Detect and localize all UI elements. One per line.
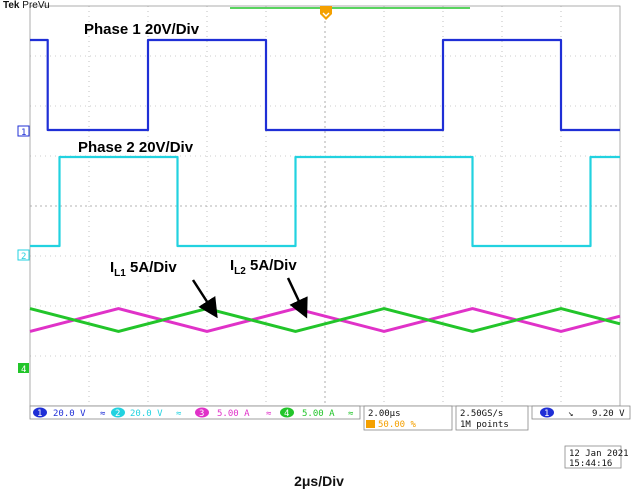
ch1-status-scale: 20.0 V [53, 409, 86, 419]
datetime-box: 12 Jan 2021 15:44:16 [565, 446, 629, 469]
ch2-status-num: 2 [115, 409, 120, 419]
ch2-ground-marker[interactable]: 2 [18, 250, 29, 262]
acquisition-box[interactable]: 2.50GS/s 1M points [456, 406, 528, 430]
mode-label: PreVu [22, 0, 49, 11]
sample-rate-value: 2.50GS/s [460, 409, 503, 419]
il2-rest: 5A/Div [246, 257, 298, 274]
phase2-annotation: Phase 2 20V/Div [78, 139, 194, 156]
trigger-slope-icon: ↘ [568, 409, 573, 419]
il1-rest: 5A/Div [126, 259, 178, 276]
ch1-status-num: 1 [37, 409, 42, 419]
ch2-status-scale: 20.0 V [130, 409, 163, 419]
trigger-pos-icon [366, 420, 375, 428]
phase1-annotation: Phase 1 20V/Div [84, 21, 200, 38]
status-bar: 1 20.0 V ≈ 2 20.0 V ≈ 3 5.00 A ≈ 4 5.00 … [30, 406, 630, 469]
ch4-bw-icon: ≈ [348, 409, 354, 419]
ch2-bw-icon: ≈ [176, 409, 182, 419]
ch1-marker-label: 1 [21, 128, 26, 138]
ch3-bw-icon: ≈ [266, 409, 272, 419]
time-text: 15:44:16 [569, 459, 612, 469]
timebase-box[interactable]: 2.00µs 50.00 % [364, 406, 452, 430]
ch3-status-scale: 5.00 A [217, 409, 250, 419]
record-length-value: 1M points [460, 420, 509, 430]
brand-label: Tek [3, 0, 20, 11]
ch4-status-num: 4 [284, 409, 289, 419]
timebase-value: 2.00µs [368, 409, 401, 419]
trigger-position-value: 50.00 % [378, 420, 417, 430]
ch2-marker-label: 2 [21, 252, 26, 262]
timebase-caption: 2μs/Div [0, 473, 638, 489]
trigger-channel: 1 [544, 409, 549, 419]
trigger-box[interactable]: 1 ↘ 9.20 V [532, 406, 630, 419]
ch1-ground-marker[interactable]: 1 [18, 126, 29, 138]
date-text: 12 Jan 2021 [569, 449, 629, 459]
ch1-bw-icon: ≈ [100, 409, 106, 419]
il2-sub: L2 [234, 266, 246, 277]
scope-header: Tek PreVu [3, 0, 50, 11]
ch3-status-num: 3 [199, 409, 204, 419]
ch4-ground-marker[interactable]: 4 [18, 363, 29, 375]
trigger-level-value: 9.20 V [592, 409, 625, 419]
il1-sub: L1 [114, 268, 126, 279]
ch4-status-scale: 5.00 A [302, 409, 335, 419]
ch4-marker-label: 4 [21, 365, 26, 375]
